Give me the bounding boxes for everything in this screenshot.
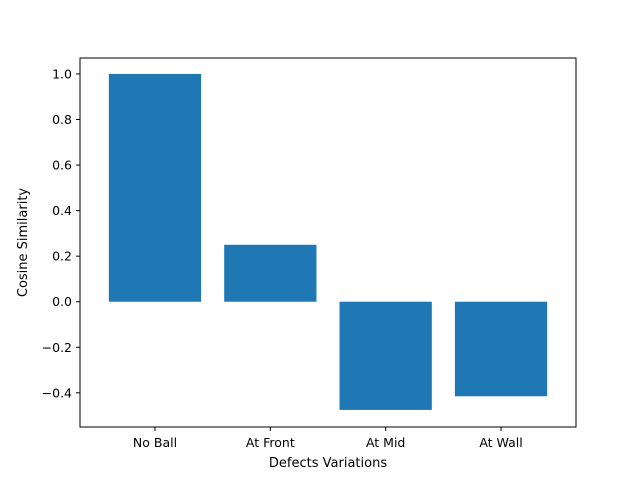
bars-group [108,73,548,410]
bar-no-ball [108,73,202,302]
y-tick-label: 0.0 [52,294,72,309]
y-tick-label: 0.6 [52,158,72,173]
x-tick-label: No Ball [133,435,177,450]
plot-frame [79,57,577,428]
y-tick-label: 0.4 [52,203,72,218]
y-tick-label: 0.2 [52,249,72,264]
y-axis-ticks: −0.4 −0.2 0.0 0.2 0.4 0.6 0.8 1.0 [42,66,80,400]
y-tick-label: 1.0 [52,66,72,81]
bar-at-mid [339,301,432,410]
y-tick-label: 0.8 [52,112,72,127]
bar-at-wall [454,301,548,397]
x-tick-label: At Mid [366,435,405,450]
y-axis-label: Cosine Similarity [16,188,31,298]
y-tick-label: −0.2 [42,340,72,355]
bar-at-front [224,244,317,302]
x-axis-label: Defects Variations [269,456,387,471]
x-axis-ticks: No Ball At Front At Mid At Wall [133,427,523,450]
x-tick-label: At Front [246,435,295,450]
x-tick-label: At Wall [479,435,522,450]
y-tick-label: −0.4 [42,385,72,400]
